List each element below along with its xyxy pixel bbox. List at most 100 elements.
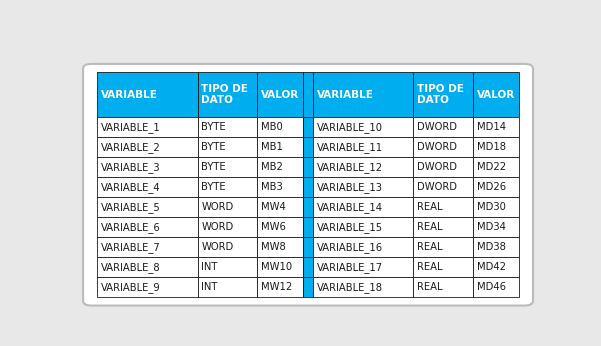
Bar — [97, 197, 198, 217]
Text: VARIABLE_4: VARIABLE_4 — [101, 182, 161, 193]
Bar — [413, 137, 473, 157]
Bar — [303, 117, 313, 137]
Bar — [413, 257, 473, 277]
Bar — [198, 72, 257, 117]
Bar — [473, 157, 519, 177]
Bar — [313, 277, 413, 297]
Bar — [313, 257, 413, 277]
Bar — [413, 217, 473, 237]
Bar — [473, 117, 519, 137]
Bar — [198, 117, 257, 137]
Text: VARIABLE_6: VARIABLE_6 — [101, 222, 161, 233]
Bar — [257, 277, 303, 297]
Bar — [257, 137, 303, 157]
Bar — [257, 217, 303, 237]
Text: VARIABLE_1: VARIABLE_1 — [101, 122, 161, 133]
Bar — [313, 137, 413, 157]
Text: WORD: WORD — [201, 242, 234, 252]
Text: REAL: REAL — [417, 222, 442, 233]
Bar — [303, 277, 313, 297]
Text: VARIABLE_10: VARIABLE_10 — [317, 122, 383, 133]
Bar — [413, 237, 473, 257]
Bar — [413, 72, 473, 117]
Text: MW4: MW4 — [261, 202, 285, 212]
Text: VARIABLE_16: VARIABLE_16 — [317, 242, 383, 253]
Text: VARIABLE_15: VARIABLE_15 — [317, 222, 383, 233]
Bar — [473, 72, 519, 117]
Text: VARIABLE_11: VARIABLE_11 — [317, 142, 383, 153]
Bar — [257, 157, 303, 177]
Bar — [303, 72, 313, 117]
Bar — [473, 137, 519, 157]
Text: MD38: MD38 — [477, 242, 505, 252]
Text: INT: INT — [201, 262, 218, 272]
Bar — [413, 177, 473, 197]
Bar — [413, 277, 473, 297]
Bar — [313, 157, 413, 177]
Bar — [198, 237, 257, 257]
Bar — [313, 117, 413, 137]
Text: MD26: MD26 — [477, 182, 505, 192]
Text: MD46: MD46 — [477, 282, 505, 292]
Text: VARIABLE_14: VARIABLE_14 — [317, 202, 383, 213]
Text: VARIABLE_9: VARIABLE_9 — [101, 282, 161, 293]
Bar — [97, 237, 198, 257]
Text: BYTE: BYTE — [201, 162, 226, 172]
Text: REAL: REAL — [417, 242, 442, 252]
Text: VARIABLE_3: VARIABLE_3 — [101, 162, 161, 173]
Bar — [313, 237, 413, 257]
Text: VARIABLE_12: VARIABLE_12 — [317, 162, 383, 173]
Bar — [198, 137, 257, 157]
Text: MB2: MB2 — [261, 162, 283, 172]
Text: VARIABLE_7: VARIABLE_7 — [101, 242, 161, 253]
Text: REAL: REAL — [417, 262, 442, 272]
Bar — [198, 157, 257, 177]
Bar — [198, 257, 257, 277]
Bar — [303, 137, 313, 157]
Bar — [97, 157, 198, 177]
Text: DWORD: DWORD — [417, 162, 457, 172]
Text: VARIABLE_2: VARIABLE_2 — [101, 142, 161, 153]
Text: VARIABLE: VARIABLE — [101, 90, 158, 100]
Text: MD42: MD42 — [477, 262, 505, 272]
Text: REAL: REAL — [417, 282, 442, 292]
Bar — [313, 217, 413, 237]
Text: MW6: MW6 — [261, 222, 286, 233]
Bar — [313, 72, 413, 117]
Bar — [257, 177, 303, 197]
Text: DWORD: DWORD — [417, 182, 457, 192]
Bar — [413, 197, 473, 217]
Bar — [473, 257, 519, 277]
Text: VARIABLE_8: VARIABLE_8 — [101, 262, 161, 273]
Bar — [198, 217, 257, 237]
Bar — [473, 277, 519, 297]
Text: TIPO DE
DATO: TIPO DE DATO — [201, 84, 248, 106]
Bar — [97, 137, 198, 157]
Text: VALOR: VALOR — [261, 90, 299, 100]
Text: MD18: MD18 — [477, 143, 505, 153]
Bar — [473, 237, 519, 257]
Bar — [303, 237, 313, 257]
Bar — [303, 197, 313, 217]
Bar — [257, 257, 303, 277]
Text: VARIABLE_18: VARIABLE_18 — [317, 282, 383, 293]
Bar — [97, 277, 198, 297]
Text: MB1: MB1 — [261, 143, 283, 153]
Text: MD30: MD30 — [477, 202, 505, 212]
Bar — [313, 177, 413, 197]
Bar — [97, 72, 198, 117]
Bar — [473, 177, 519, 197]
Text: BYTE: BYTE — [201, 143, 226, 153]
Bar — [413, 157, 473, 177]
Text: MD34: MD34 — [477, 222, 505, 233]
Bar — [97, 257, 198, 277]
Text: BYTE: BYTE — [201, 182, 226, 192]
Text: MW12: MW12 — [261, 282, 292, 292]
Bar — [303, 217, 313, 237]
Bar — [257, 72, 303, 117]
Text: WORD: WORD — [201, 222, 234, 233]
Text: MD22: MD22 — [477, 162, 505, 172]
Text: VARIABLE_5: VARIABLE_5 — [101, 202, 161, 213]
Bar — [198, 197, 257, 217]
Text: TIPO DE
DATO: TIPO DE DATO — [417, 84, 464, 106]
